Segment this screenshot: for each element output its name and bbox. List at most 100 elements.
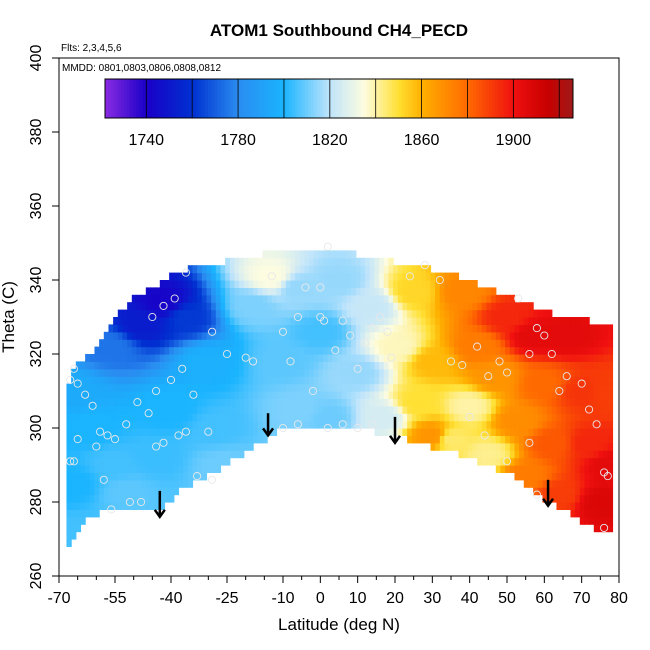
field-cell [458, 294, 464, 303]
field-cell [593, 516, 600, 525]
field-cell [528, 317, 534, 325]
field-cell [542, 354, 548, 362]
field-cell [547, 339, 553, 348]
field-cell [360, 265, 366, 274]
field-cell [159, 302, 166, 311]
field-cell [215, 265, 222, 274]
field-cell [388, 294, 394, 303]
field-cell [313, 405, 320, 414]
field-cell [183, 339, 189, 348]
field-cell [495, 317, 502, 325]
field-cell [313, 361, 320, 370]
observation-point [320, 316, 329, 325]
field-cell [299, 398, 306, 407]
field-cell [379, 272, 385, 281]
field-cell [155, 391, 161, 399]
field-cell [318, 391, 324, 399]
field-cell [360, 331, 366, 340]
field-cell [150, 302, 156, 311]
field-cell [603, 391, 609, 399]
field-cell [570, 361, 576, 370]
field-cell [225, 339, 231, 348]
colorbar-segment [423, 79, 427, 118]
field-cell [351, 287, 357, 296]
field-cell [267, 265, 273, 274]
field-cell [369, 383, 376, 392]
field-cell [192, 346, 198, 355]
field-cell [477, 391, 483, 399]
field-cell [402, 339, 408, 348]
field-cell [397, 354, 404, 362]
field-cell [603, 354, 609, 362]
field-cell [463, 368, 469, 377]
field-cell [379, 428, 385, 436]
field-cell [145, 361, 152, 370]
field-cell [304, 413, 310, 422]
field-cell [271, 346, 278, 355]
colorbar-segment [569, 79, 574, 118]
field-cell [99, 457, 105, 466]
field-cell [603, 383, 609, 392]
field-cell [383, 272, 390, 281]
field-cell [519, 465, 525, 473]
field-cell [463, 376, 469, 385]
field-cell [537, 442, 544, 451]
field-cell [565, 413, 572, 422]
field-cell [337, 317, 343, 325]
field-cell [416, 302, 422, 311]
field-cell [150, 428, 156, 436]
field-cell [290, 280, 296, 288]
field-cell [267, 376, 273, 385]
field-cell [444, 354, 450, 362]
field-cell [514, 398, 520, 407]
field-cell [183, 324, 189, 333]
field-cell [197, 354, 203, 362]
field-cell [299, 250, 306, 259]
field-cell [360, 324, 366, 333]
field-cell [80, 487, 86, 496]
field-cell [257, 280, 264, 288]
observation-point [353, 423, 362, 433]
field-cell [183, 302, 189, 311]
field-cell [313, 376, 320, 385]
field-cell [183, 346, 189, 355]
field-cell [276, 354, 282, 362]
field-cell [173, 272, 180, 281]
field-cell [281, 250, 287, 259]
field-cell [570, 479, 576, 488]
field-cell [327, 346, 334, 355]
field-cell [71, 428, 77, 436]
field-cell [477, 368, 483, 377]
field-cell [453, 368, 460, 377]
field-cell [579, 435, 586, 444]
field-cell [197, 280, 203, 288]
field-cell [276, 331, 282, 340]
field-cell [103, 405, 110, 414]
field-cell [276, 376, 282, 385]
field-cell [80, 509, 86, 518]
field-cell [603, 472, 609, 481]
y-tick-label: 360 [28, 193, 45, 220]
field-cell [360, 354, 366, 362]
field-cell [332, 317, 338, 325]
field-cell [556, 361, 562, 370]
field-cell [253, 324, 259, 333]
field-cell [257, 435, 264, 444]
field-cell [430, 428, 436, 436]
field-cell [113, 368, 119, 377]
field-cell [341, 361, 348, 370]
field-cell [561, 391, 567, 399]
field-cell [402, 391, 408, 399]
observation-point [376, 312, 385, 322]
x-tick-label: 20 [386, 590, 404, 607]
field-cell [444, 302, 450, 311]
field-cell [290, 346, 296, 355]
field-cell [589, 457, 595, 466]
field-cell [313, 331, 320, 340]
field-cell [575, 494, 581, 503]
field-cell [332, 368, 338, 377]
field-cell [393, 339, 399, 348]
field-cell [192, 450, 198, 459]
field-cell [178, 287, 184, 296]
field-cell [169, 272, 175, 281]
